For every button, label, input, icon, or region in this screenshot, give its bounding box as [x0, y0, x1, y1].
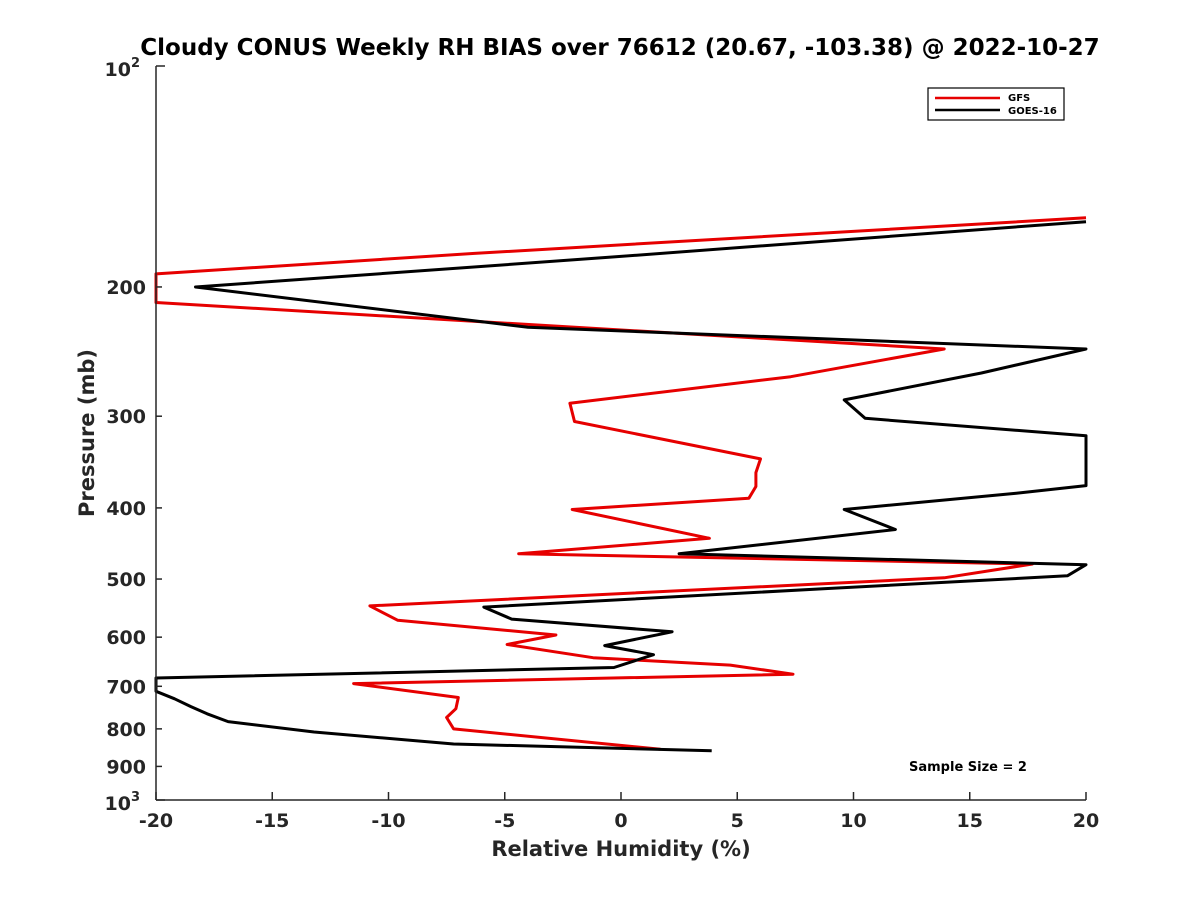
- series-line-gfs: [154, 216, 1087, 751]
- y-tick-label: 600: [106, 627, 146, 649]
- y-tick-label: 900: [106, 756, 146, 778]
- y-tick-label: 200: [106, 277, 146, 299]
- chart-title: Cloudy CONUS Weekly RH BIAS over 76612 (…: [140, 35, 1099, 61]
- y-tick-label: 300: [106, 406, 146, 428]
- legend: GFS GOES-16: [927, 87, 1065, 121]
- x-tick-label: 20: [1073, 810, 1099, 832]
- y-tick-label: 700: [106, 676, 146, 698]
- x-tick-label: 0: [614, 810, 627, 832]
- x-tick-label: -5: [494, 810, 515, 832]
- y-ticks: 200 300 400 500 600 700 800 900: [106, 65, 165, 801]
- y-tick-label-top: 102: [105, 56, 141, 81]
- y-tick-label: 400: [106, 498, 146, 520]
- y-tick-label-bottom: 103: [105, 790, 141, 815]
- sample-size-annotation: Sample Size = 2: [909, 760, 1027, 775]
- legend-box: [927, 87, 1065, 121]
- legend-label-goes16: GOES-16: [1008, 106, 1057, 117]
- x-tick-label: -20: [139, 810, 173, 832]
- series-layer: [154, 216, 1088, 753]
- x-tick-label: -10: [371, 810, 405, 832]
- x-ticks: -20 -15 -10 -5 0 5 10 15 20: [139, 792, 1099, 832]
- x-axis-label: Relative Humidity (%): [491, 837, 750, 861]
- series-line-goes-16: [154, 220, 1088, 753]
- x-tick-label: 5: [731, 810, 744, 832]
- legend-label-gfs: GFS: [1008, 93, 1030, 104]
- y-tick-label: 500: [106, 569, 146, 591]
- y-axis-label: Pressure (mb): [75, 349, 99, 517]
- x-tick-label: -15: [255, 810, 289, 832]
- x-tick-label: 10: [840, 810, 866, 832]
- x-tick-label: 15: [957, 810, 983, 832]
- y-tick-label: 800: [106, 719, 146, 741]
